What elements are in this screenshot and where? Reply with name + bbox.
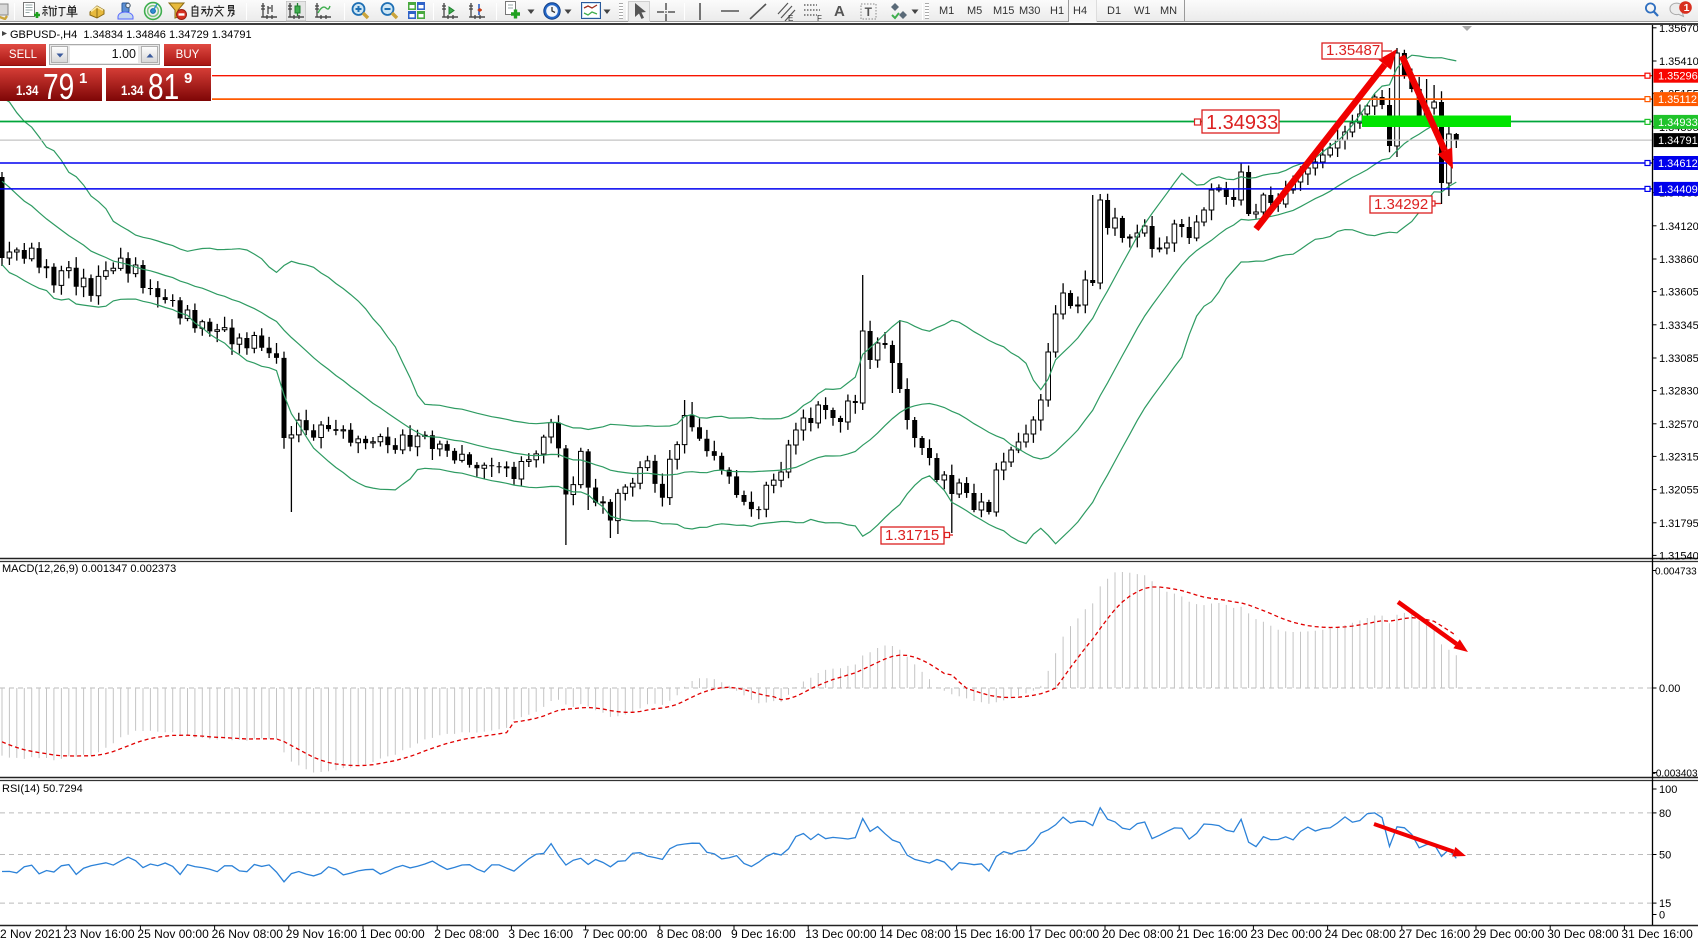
svg-text:1.33860: 1.33860 bbox=[1659, 254, 1698, 266]
svg-text:15 Dec 16:00: 15 Dec 16:00 bbox=[954, 927, 1026, 941]
svg-text:1: 1 bbox=[1684, 2, 1690, 14]
svg-text:17 Dec 00:00: 17 Dec 00:00 bbox=[1028, 927, 1100, 941]
svg-text:20 Dec 08:00: 20 Dec 08:00 bbox=[1102, 927, 1174, 941]
svg-text:29 Dec 00:00: 29 Dec 00:00 bbox=[1473, 927, 1545, 941]
svg-text:31 Dec 16:00: 31 Dec 16:00 bbox=[1621, 927, 1693, 941]
svg-text:13 Dec 00:00: 13 Dec 00:00 bbox=[805, 927, 877, 941]
svg-text:1.33085: 1.33085 bbox=[1659, 353, 1698, 365]
svg-text:1.35487: 1.35487 bbox=[1326, 42, 1380, 59]
svg-text:3 Dec 16:00: 3 Dec 16:00 bbox=[508, 927, 573, 941]
svg-text:80: 80 bbox=[1659, 808, 1671, 820]
svg-text:1.31715: 1.31715 bbox=[885, 527, 939, 544]
svg-text:E: E bbox=[788, 14, 793, 22]
svg-text:1.34409: 1.34409 bbox=[1658, 184, 1698, 196]
svg-text:MACD(12,26,9) 0.001347 0.00237: MACD(12,26,9) 0.001347 0.002373 bbox=[2, 563, 176, 575]
svg-text:T: T bbox=[865, 5, 873, 19]
svg-text:1.35296: 1.35296 bbox=[1658, 71, 1698, 83]
svg-text:8 Dec 08:00: 8 Dec 08:00 bbox=[657, 927, 722, 941]
svg-text:-0.003403: -0.003403 bbox=[1653, 769, 1698, 780]
svg-text:23 Dec 00:00: 23 Dec 00:00 bbox=[1250, 927, 1322, 941]
svg-text:25 Nov 00:00: 25 Nov 00:00 bbox=[137, 927, 209, 941]
svg-text:15: 15 bbox=[1659, 898, 1671, 910]
svg-text:1.33605: 1.33605 bbox=[1659, 287, 1698, 299]
svg-text:24 Dec 08:00: 24 Dec 08:00 bbox=[1325, 927, 1397, 941]
svg-text:9 Dec 16:00: 9 Dec 16:00 bbox=[731, 927, 796, 941]
svg-text:1.34791: 1.34791 bbox=[1658, 135, 1698, 147]
svg-text:1.32055: 1.32055 bbox=[1659, 485, 1698, 497]
svg-text:1.33345: 1.33345 bbox=[1659, 320, 1698, 332]
svg-text:30 Dec 08:00: 30 Dec 08:00 bbox=[1547, 927, 1619, 941]
svg-text:1.34612: 1.34612 bbox=[1658, 158, 1698, 170]
svg-text:29 Nov 16:00: 29 Nov 16:00 bbox=[286, 927, 358, 941]
svg-text:1.31540: 1.31540 bbox=[1659, 550, 1698, 562]
svg-text:1.34933: 1.34933 bbox=[1658, 117, 1698, 129]
svg-text:27 Dec 16:00: 27 Dec 16:00 bbox=[1399, 927, 1471, 941]
svg-text:RSI(14) 50.7294: RSI(14) 50.7294 bbox=[2, 783, 83, 795]
svg-text:0.00: 0.00 bbox=[1659, 683, 1680, 695]
svg-text:1.31795: 1.31795 bbox=[1659, 518, 1698, 530]
svg-text:21 Dec 16:00: 21 Dec 16:00 bbox=[1176, 927, 1248, 941]
svg-text:7 Dec 00:00: 7 Dec 00:00 bbox=[583, 927, 648, 941]
svg-text:14 Dec 08:00: 14 Dec 08:00 bbox=[879, 927, 951, 941]
svg-text:1.32570: 1.32570 bbox=[1659, 419, 1698, 431]
svg-text:2 Nov 2021: 2 Nov 2021 bbox=[0, 927, 62, 941]
svg-text:1.35670: 1.35670 bbox=[1659, 23, 1698, 35]
svg-text:26 Nov 08:00: 26 Nov 08:00 bbox=[212, 927, 284, 941]
svg-text:1 Dec 00:00: 1 Dec 00:00 bbox=[360, 927, 425, 941]
svg-text:1.35410: 1.35410 bbox=[1659, 56, 1698, 68]
svg-text:2 Dec 08:00: 2 Dec 08:00 bbox=[434, 927, 499, 941]
svg-text:1.32830: 1.32830 bbox=[1659, 386, 1698, 398]
svg-text:100: 100 bbox=[1659, 784, 1677, 796]
svg-text:1.32315: 1.32315 bbox=[1659, 451, 1698, 463]
svg-text:1.34933: 1.34933 bbox=[1206, 112, 1278, 134]
svg-text:1.34120: 1.34120 bbox=[1659, 221, 1698, 233]
svg-text:0.004733: 0.004733 bbox=[1655, 567, 1697, 578]
svg-text:F: F bbox=[817, 14, 822, 22]
svg-text:50: 50 bbox=[1659, 850, 1671, 862]
svg-text:0: 0 bbox=[1659, 910, 1665, 922]
svg-text:GBPUSD-,H4 1.34834 1.34846 1.: GBPUSD-,H4 1.34834 1.34846 1.34729 1.347… bbox=[10, 29, 252, 41]
svg-text:23 Nov 16:00: 23 Nov 16:00 bbox=[63, 927, 135, 941]
svg-text:1.35112: 1.35112 bbox=[1658, 94, 1697, 106]
svg-text:1.34292: 1.34292 bbox=[1374, 196, 1428, 213]
